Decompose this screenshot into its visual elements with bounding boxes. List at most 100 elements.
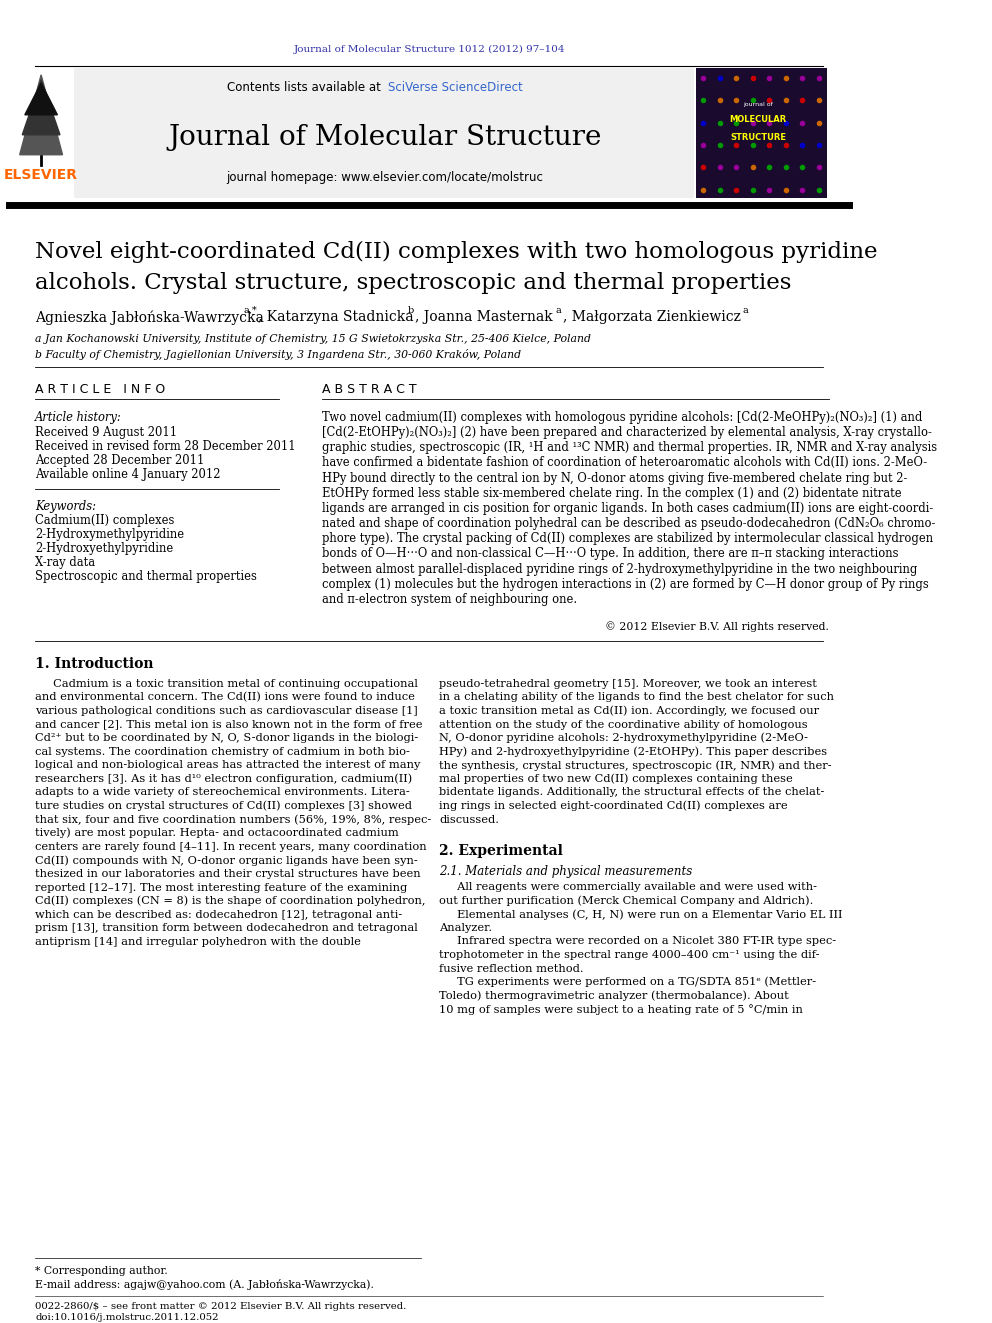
Text: between almost parallel-displaced pyridine rings of 2-hydroxymethylpyridine in t: between almost parallel-displaced pyridi… [322,562,918,576]
Text: Contents lists available at: Contents lists available at [227,81,385,94]
Text: ELSEVIER: ELSEVIER [4,168,78,181]
Text: 2.1. Materials and physical measurements: 2.1. Materials and physical measurements [439,865,692,877]
Text: a toxic transition metal as Cd(II) ion. Accordingly, we focused our: a toxic transition metal as Cd(II) ion. … [439,705,819,716]
Text: cal systems. The coordination chemistry of cadmium in both bio-: cal systems. The coordination chemistry … [35,746,410,757]
Text: Cadmium(II) complexes: Cadmium(II) complexes [35,513,175,527]
Text: © 2012 Elsevier B.V. All rights reserved.: © 2012 Elsevier B.V. All rights reserved… [605,622,829,632]
Text: that six, four and five coordination numbers (56%, 19%, 8%, respec-: that six, four and five coordination num… [35,815,432,826]
Text: and cancer [2]. This metal ion is also known not in the form of free: and cancer [2]. This metal ion is also k… [35,720,423,729]
Text: reported [12–17]. The most interesting feature of the examining: reported [12–17]. The most interesting f… [35,882,408,893]
Polygon shape [25,83,58,115]
Text: MOLECULAR: MOLECULAR [729,115,787,124]
Text: Novel eight-coordinated Cd(II) complexes with two homologous pyridine: Novel eight-coordinated Cd(II) complexes… [35,241,878,263]
Text: Journal of Molecular Structure: Journal of Molecular Structure [168,124,601,151]
Text: pseudo-tetrahedral geometry [15]. Moreover, we took an interest: pseudo-tetrahedral geometry [15]. Moreov… [439,679,817,689]
Text: HPy bound directly to the central ion by N, O-donor atoms giving five-membered c: HPy bound directly to the central ion by… [322,471,908,484]
Text: fusive reflection method.: fusive reflection method. [439,963,584,974]
Text: attention on the study of the coordinative ability of homologous: attention on the study of the coordinati… [439,720,808,729]
Text: and π-electron system of neighbouring one.: and π-electron system of neighbouring on… [322,593,577,606]
Text: SciVerse ScienceDirect: SciVerse ScienceDirect [388,81,523,94]
Text: Keywords:: Keywords: [35,500,96,512]
Text: Journal of Molecular Structure 1012 (2012) 97–104: Journal of Molecular Structure 1012 (201… [294,45,564,54]
Text: X-ray data: X-ray data [35,556,95,569]
FancyBboxPatch shape [73,67,693,197]
Text: Received 9 August 2011: Received 9 August 2011 [35,426,178,439]
Text: Elemental analyses (C, H, N) were run on a Elementar Vario EL III: Elemental analyses (C, H, N) were run on… [439,909,843,919]
Text: nated and shape of coordination polyhedral can be described as pseudo-dodecahedr: nated and shape of coordination polyhedr… [322,517,935,531]
Text: , Katarzyna Stadnicka: , Katarzyna Stadnicka [258,311,414,324]
Text: E-mail address: agajw@yahoo.com (A. Jabłońska-Wawrzycka).: E-mail address: agajw@yahoo.com (A. Jabł… [35,1279,374,1290]
Text: N, O-donor pyridine alcohols: 2-hydroxymethylpyridine (2-MeO-: N, O-donor pyridine alcohols: 2-hydroxym… [439,733,808,744]
Text: a,*: a,* [243,306,257,315]
Text: bonds of O—H···O and non-classical C—H···O type. In addition, there are π–π stac: bonds of O—H···O and non-classical C—H··… [322,548,899,561]
Text: Spectroscopic and thermal properties: Spectroscopic and thermal properties [35,569,257,582]
Text: Cd(II) compounds with N, O-donor organic ligands have been syn-: Cd(II) compounds with N, O-donor organic… [35,855,418,865]
Text: alcohols. Crystal structure, spectroscopic and thermal properties: alcohols. Crystal structure, spectroscop… [35,271,792,294]
Text: graphic studies, spectroscopic (IR, ¹H and ¹³C NMR) and thermal properties. IR, : graphic studies, spectroscopic (IR, ¹H a… [322,441,937,454]
Text: b: b [408,306,414,315]
Polygon shape [20,75,62,155]
Text: antiprism [14] and irregular polyhedron with the double: antiprism [14] and irregular polyhedron … [35,937,361,947]
FancyBboxPatch shape [10,67,72,197]
Text: 10 mg of samples were subject to a heating rate of 5 °C/min in: 10 mg of samples were subject to a heati… [439,1004,804,1015]
Text: ture studies on crystal structures of Cd(II) complexes [3] showed: ture studies on crystal structures of Cd… [35,800,412,811]
Text: Cd²⁺ but to be coordinated by N, O, S-donor ligands in the biologi-: Cd²⁺ but to be coordinated by N, O, S-do… [35,733,419,744]
Text: doi:10.1016/j.molstruc.2011.12.052: doi:10.1016/j.molstruc.2011.12.052 [35,1314,218,1322]
Text: 2-Hydroxymethylpyridine: 2-Hydroxymethylpyridine [35,528,185,541]
Text: discussed.: discussed. [439,815,499,824]
Text: journal homepage: www.elsevier.com/locate/molstruc: journal homepage: www.elsevier.com/locat… [226,171,543,184]
Text: STRUCTURE: STRUCTURE [730,134,786,143]
Text: a: a [743,306,748,315]
Text: EtOHPy formed less stable six-membered chelate ring. In the complex (1) and (2) : EtOHPy formed less stable six-membered c… [322,487,902,500]
Text: adapts to a wide variety of stereochemical environments. Litera-: adapts to a wide variety of stereochemic… [35,787,410,798]
Text: which can be described as: dodecahedron [12], tetragonal anti-: which can be described as: dodecahedron … [35,910,403,919]
Text: various pathological conditions such as cardiovascular disease [1]: various pathological conditions such as … [35,706,418,716]
Text: Accepted 28 December 2011: Accepted 28 December 2011 [35,454,204,467]
Text: phore type). The crystal packing of Cd(II) complexes are stabilized by intermole: phore type). The crystal packing of Cd(I… [322,532,933,545]
Text: researchers [3]. As it has d¹⁰ electron configuration, cadmium(II): researchers [3]. As it has d¹⁰ electron … [35,774,413,785]
Text: logical and non-biological areas has attracted the interest of many: logical and non-biological areas has att… [35,761,421,770]
Text: centers are rarely found [4–11]. In recent years, many coordination: centers are rarely found [4–11]. In rece… [35,841,427,852]
Text: a: a [556,306,561,315]
Text: and environmental concern. The Cd(II) ions were found to induce: and environmental concern. The Cd(II) io… [35,692,415,703]
Text: prism [13], transition form between dodecahedron and tetragonal: prism [13], transition form between dode… [35,923,418,933]
Text: HPy) and 2-hydroxyethylpyridine (2-EtOHPy). This paper describes: HPy) and 2-hydroxyethylpyridine (2-EtOHP… [439,746,827,757]
Text: b Faculty of Chemistry, Jagiellonian University, 3 Ingardena Str., 30-060 Kraków: b Faculty of Chemistry, Jagiellonian Uni… [35,349,521,360]
Text: Infrared spectra were recorded on a Nicolet 380 FT-IR type spec-: Infrared spectra were recorded on a Nico… [439,937,836,946]
Text: trophotometer in the spectral range 4000–400 cm⁻¹ using the dif-: trophotometer in the spectral range 4000… [439,950,820,960]
Text: 2-Hydroxyethylpyridine: 2-Hydroxyethylpyridine [35,541,174,554]
Text: ligands are arranged in cis position for organic ligands. In both cases cadmium(: ligands are arranged in cis position for… [322,501,933,515]
Text: Analyzer.: Analyzer. [439,923,492,933]
Text: Cadmium is a toxic transition metal of continuing occupational: Cadmium is a toxic transition metal of c… [35,679,418,689]
Text: Toledo) thermogravimetric analyzer (thermobalance). About: Toledo) thermogravimetric analyzer (ther… [439,991,790,1002]
Text: , Małgorzata Zienkiewicz: , Małgorzata Zienkiewicz [562,311,741,324]
Text: out further purification (Merck Chemical Company and Aldrich).: out further purification (Merck Chemical… [439,896,813,906]
Text: bidentate ligands. Additionally, the structural effects of the chelat-: bidentate ligands. Additionally, the str… [439,787,824,798]
Text: mal properties of two new Cd(II) complexes containing these: mal properties of two new Cd(II) complex… [439,774,794,785]
Text: All reagents were commercially available and were used with-: All reagents were commercially available… [439,882,817,892]
Text: 2. Experimental: 2. Experimental [439,844,563,859]
Text: in a chelating ability of the ligands to find the best chelator for such: in a chelating ability of the ligands to… [439,692,834,703]
Text: have confirmed a bidentate fashion of coordination of heteroaromatic alcohols wi: have confirmed a bidentate fashion of co… [322,456,928,470]
Text: Agnieszka Jabłońska-Wawrzycka: Agnieszka Jabłońska-Wawrzycka [35,310,264,324]
Text: TG experiments were performed on a TG/SDTA 851ᵉ (Mettler-: TG experiments were performed on a TG/SD… [439,976,816,987]
Text: the synthesis, crystal structures, spectroscopic (IR, NMR) and ther-: the synthesis, crystal structures, spect… [439,759,832,770]
Text: complex (1) molecules but the hydrogen interactions in (2) are formed by C—H don: complex (1) molecules but the hydrogen i… [322,578,929,591]
Text: Two novel cadmium(II) complexes with homologous pyridine alcohols: [Cd(2-MeOHPy): Two novel cadmium(II) complexes with hom… [322,411,923,423]
Text: Received in revised form 28 December 2011: Received in revised form 28 December 201… [35,439,296,452]
Text: Article history:: Article history: [35,411,122,423]
FancyBboxPatch shape [696,67,826,197]
Text: journal of: journal of [743,102,773,107]
Text: , Joanna Masternak: , Joanna Masternak [415,311,553,324]
Text: 1. Introduction: 1. Introduction [35,658,154,671]
Text: ing rings in selected eight-coordinated Cd(II) complexes are: ing rings in selected eight-coordinated … [439,800,788,811]
Text: A B S T R A C T: A B S T R A C T [322,382,417,396]
Text: A R T I C L E   I N F O: A R T I C L E I N F O [35,382,166,396]
Text: tively) are most popular. Hepta- and octacoordinated cadmium: tively) are most popular. Hepta- and oct… [35,828,399,839]
Text: a Jan Kochanowski University, Institute of Chemistry, 15 G Swietokrzyska Str., 2: a Jan Kochanowski University, Institute … [35,335,591,344]
Text: Available online 4 January 2012: Available online 4 January 2012 [35,468,220,480]
Text: * Corresponding author.: * Corresponding author. [35,1266,168,1275]
Text: [Cd(2-EtOHPy)₂(NO₃)₂] (2) have been prepared and characterized by elemental anal: [Cd(2-EtOHPy)₂(NO₃)₂] (2) have been prep… [322,426,931,439]
Text: Cd(II) complexes (CN = 8) is the shape of coordination polyhedron,: Cd(II) complexes (CN = 8) is the shape o… [35,896,426,906]
Polygon shape [22,79,60,135]
